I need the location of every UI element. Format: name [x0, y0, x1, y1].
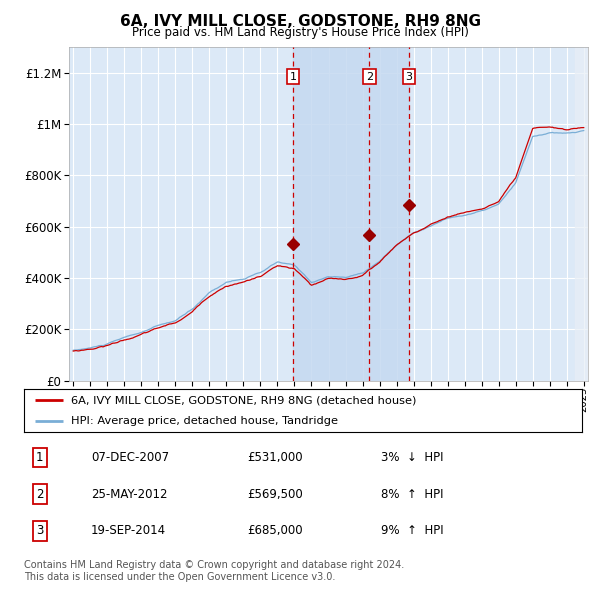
Text: £569,500: £569,500 [247, 487, 303, 501]
Text: 6A, IVY MILL CLOSE, GODSTONE, RH9 8NG (detached house): 6A, IVY MILL CLOSE, GODSTONE, RH9 8NG (d… [71, 395, 417, 405]
Text: Contains HM Land Registry data © Crown copyright and database right 2024.: Contains HM Land Registry data © Crown c… [24, 560, 404, 569]
Bar [575, 47, 587, 381]
Text: 19-SEP-2014: 19-SEP-2014 [91, 525, 166, 537]
Text: £685,000: £685,000 [247, 525, 303, 537]
Text: 2: 2 [36, 487, 43, 501]
Text: 07-DEC-2007: 07-DEC-2007 [91, 451, 169, 464]
Text: Price paid vs. HM Land Registry's House Price Index (HPI): Price paid vs. HM Land Registry's House … [131, 26, 469, 39]
Text: £531,000: £531,000 [247, 451, 303, 464]
Text: 1: 1 [290, 72, 296, 81]
Text: 1: 1 [36, 451, 43, 464]
Text: 9%  ↑  HPI: 9% ↑ HPI [381, 525, 444, 537]
Text: 25-MAY-2012: 25-MAY-2012 [91, 487, 167, 501]
Text: 6A, IVY MILL CLOSE, GODSTONE, RH9 8NG: 6A, IVY MILL CLOSE, GODSTONE, RH9 8NG [119, 14, 481, 30]
Text: This data is licensed under the Open Government Licence v3.0.: This data is licensed under the Open Gov… [24, 572, 335, 582]
Text: 3: 3 [36, 525, 43, 537]
Text: 8%  ↑  HPI: 8% ↑ HPI [381, 487, 443, 501]
Text: HPI: Average price, detached house, Tandridge: HPI: Average price, detached house, Tand… [71, 417, 338, 426]
Text: 2: 2 [366, 72, 373, 81]
Bar [293, 47, 409, 381]
Text: 3%  ↓  HPI: 3% ↓ HPI [381, 451, 443, 464]
Text: 3: 3 [406, 72, 412, 81]
